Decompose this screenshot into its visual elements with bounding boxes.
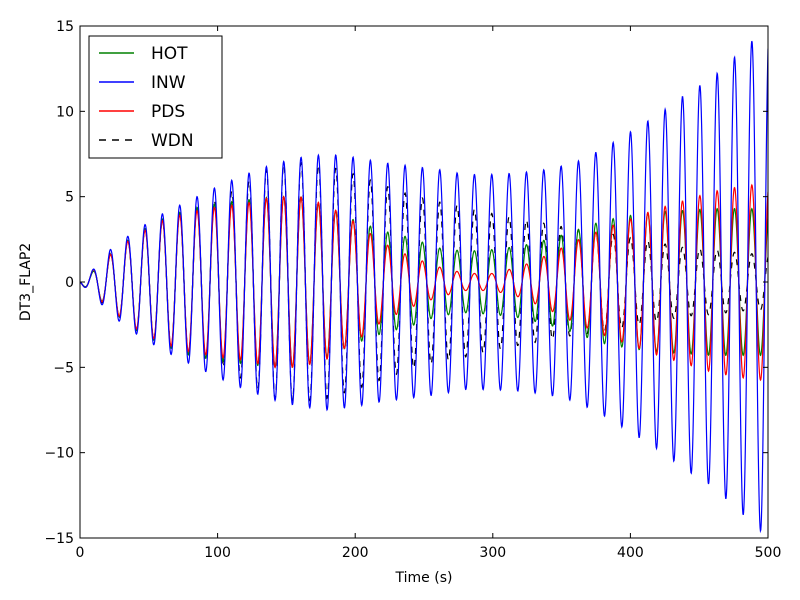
legend-entry-inw: INW xyxy=(151,73,186,93)
series-layer xyxy=(80,40,768,534)
x-tick-label: 100 xyxy=(204,545,231,561)
legend: HOT INW PDS WDN xyxy=(88,35,223,159)
x-tick-label: 0 xyxy=(76,545,85,561)
ticks-layer: 0 100 200 300 400 500 −15 −10 −5 0 5 10 15 xyxy=(44,19,781,561)
legend-entry-wdn: WDN xyxy=(151,131,194,151)
y-axis-label: DT3_FLAP2 xyxy=(18,243,34,321)
y-tick-label: 5 xyxy=(65,190,74,206)
series-wdn-line xyxy=(80,161,768,402)
x-tick-label: 400 xyxy=(617,545,644,561)
y-tick-label: −5 xyxy=(53,360,74,376)
y-tick-label: −10 xyxy=(44,446,74,462)
y-tick-label: −15 xyxy=(44,531,74,547)
x-axis-label: Time (s) xyxy=(395,570,453,586)
y-tick-label: 15 xyxy=(56,19,74,35)
x-tick-label: 300 xyxy=(479,545,506,561)
y-tick-label: 0 xyxy=(65,275,74,291)
x-tick-label: 200 xyxy=(342,545,369,561)
legend-entry-pds: PDS xyxy=(151,102,185,122)
legend-entry-hot: HOT xyxy=(151,44,188,64)
legend-box xyxy=(88,35,223,159)
y-tick-label: 10 xyxy=(56,104,74,120)
series-inw-line xyxy=(80,40,768,534)
x-tick-label: 500 xyxy=(755,545,782,561)
